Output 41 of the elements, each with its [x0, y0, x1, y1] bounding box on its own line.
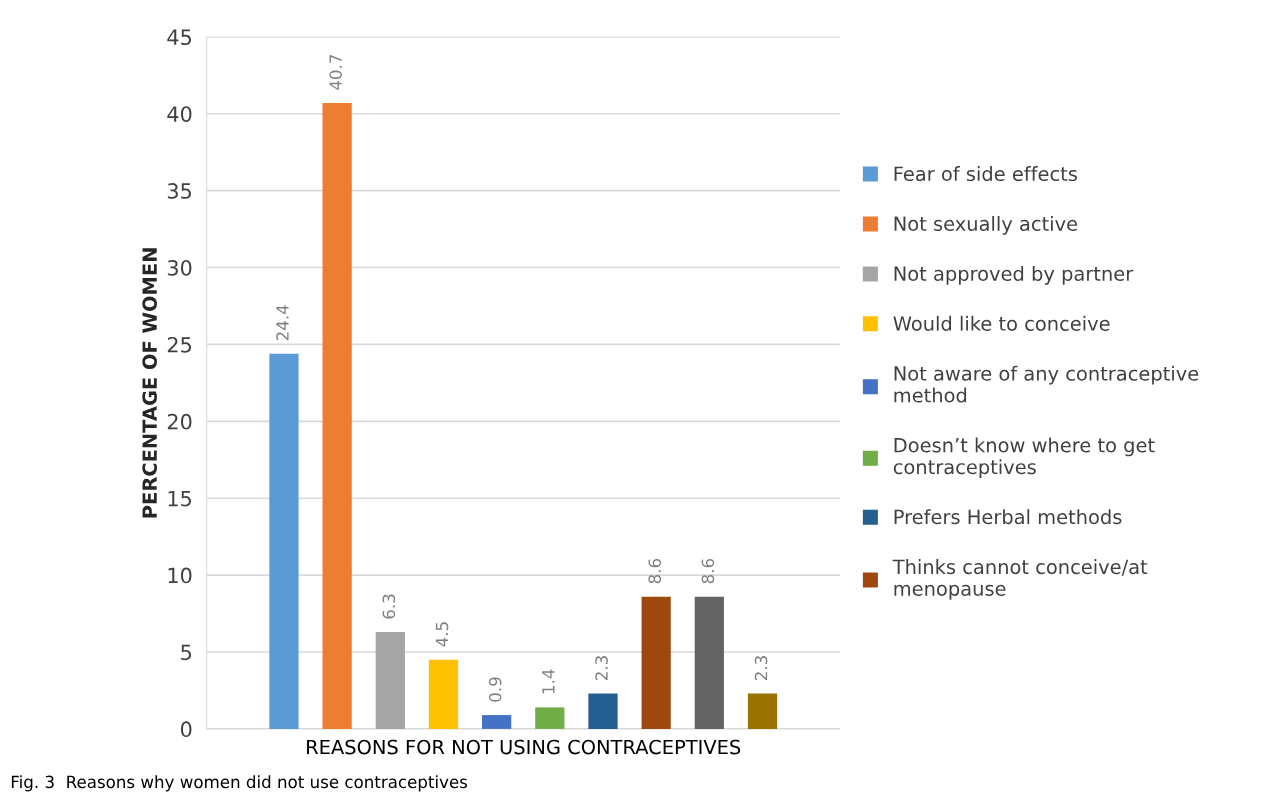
bar: [482, 715, 512, 729]
bar: [428, 659, 459, 729]
legend-label: Not approved by partner: [894, 265, 1134, 285]
x-axis-title: REASONS FOR NOT USING CONTRACEPTIVES: [307, 739, 741, 755]
legend-label: Not sexually active: [894, 215, 1078, 235]
bar: [535, 707, 565, 729]
y-axis-title: PERCENTAGE OF WOMEN: [142, 248, 157, 518]
y-tick-label: 0: [180, 721, 192, 738]
bar: [269, 353, 299, 729]
legend-label: Not aware of any contraceptive method: [894, 365, 1199, 403]
y-tick-label: 30: [167, 259, 192, 276]
data-label: 2.3: [595, 656, 608, 681]
y-tick-label: 25: [167, 336, 192, 353]
data-label: 4.5: [435, 622, 449, 647]
bar: [588, 693, 618, 729]
y-tick-label: 10: [168, 567, 192, 584]
y-tick-label: 35: [167, 183, 192, 199]
data-label: 8.6: [701, 558, 715, 584]
y-tick-label: 20: [167, 413, 192, 430]
caption: Fig. 3 Reasons why women did not use contraceptives: [11, 775, 468, 792]
y-tick-label: 5: [181, 644, 192, 661]
data-label: 1.4: [542, 669, 555, 694]
data-label: 24.4: [276, 305, 289, 341]
bar: [641, 596, 671, 729]
data-label: 6.3: [382, 594, 396, 619]
data-label: 8.6: [648, 558, 661, 584]
data-label: 2.3: [754, 656, 768, 681]
legend-label: Fear of side effects: [894, 166, 1077, 182]
bar: [694, 596, 724, 729]
bar: [375, 632, 405, 729]
bar: [747, 693, 778, 729]
data-label: 40.7: [329, 54, 342, 90]
legend-label: Doesn’t know where to get contraceptives: [893, 437, 1155, 479]
bar: [322, 102, 352, 729]
data-label: 0.9: [488, 677, 502, 702]
y-tick-label: 40: [167, 106, 192, 122]
legend-label: Thinks cannot conceive/at menopause: [892, 559, 1148, 600]
legend-label: Would like to conceive: [893, 315, 1110, 331]
y-tick-label: 45: [167, 29, 192, 46]
legend-label: Prefers Herbal methods: [894, 509, 1122, 525]
y-tick-label: 15: [168, 490, 192, 507]
